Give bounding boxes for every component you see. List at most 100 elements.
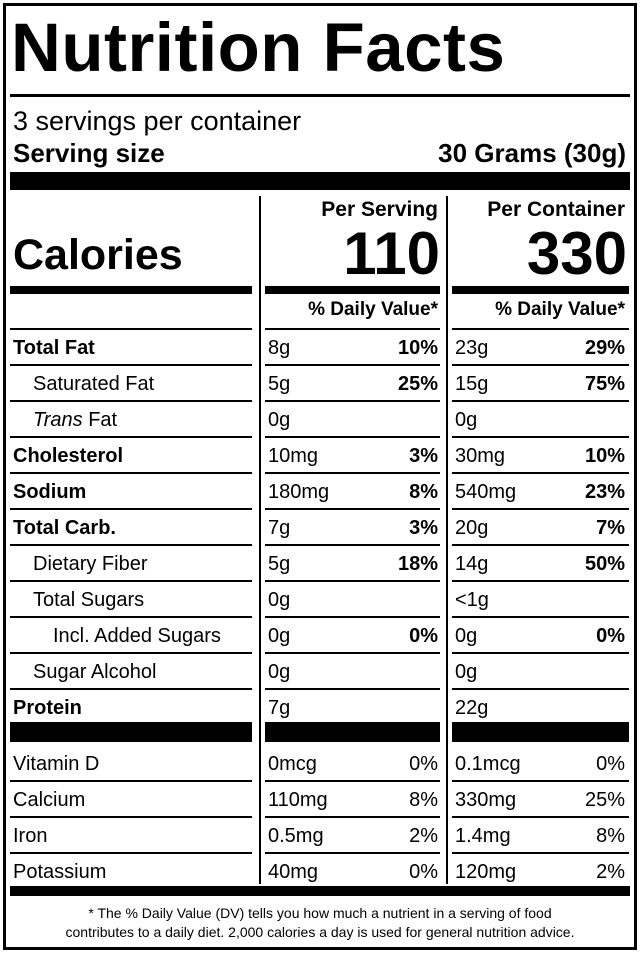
serving-percent: 8% <box>409 789 438 811</box>
container-amount: 0.1mcg <box>455 753 521 775</box>
container-amount: 0g <box>455 625 478 647</box>
row-separator <box>452 852 629 854</box>
vitamin-bar-name-col <box>10 722 252 742</box>
servings-per-container: 3 servings per container <box>13 106 302 136</box>
container-percent: 8% <box>596 825 625 847</box>
container-amount: 22g <box>455 697 489 719</box>
row-separator <box>452 816 629 818</box>
row-separator <box>10 508 252 510</box>
footnote-line-1: * The % Daily Value (DV) tells you how m… <box>88 905 552 921</box>
container-percent: 0% <box>596 625 625 647</box>
column-separator-2 <box>446 196 448 884</box>
row-separator <box>10 616 252 618</box>
serving-amount: 7g <box>268 517 291 539</box>
container-percent: 50% <box>584 553 625 575</box>
nutrient-name-rest: Fat <box>82 409 118 431</box>
nutrient-name: Total Fat <box>13 337 95 359</box>
row-separator <box>10 472 252 474</box>
serving-amount: 0g <box>268 589 291 611</box>
serving-percent: 3% <box>409 445 438 467</box>
container-percent: 29% <box>584 337 625 359</box>
per-container-header: Per Container <box>487 198 625 221</box>
nutrient-name: Total Sugars <box>33 589 145 611</box>
serving-amount: 5g <box>268 553 291 575</box>
row-separator <box>265 580 440 582</box>
row-separator <box>10 544 252 546</box>
vitamin-bar-container-col <box>452 722 629 742</box>
serving-percent: 3% <box>409 517 438 539</box>
row-separator <box>265 436 440 438</box>
divider-thick-bottom <box>10 886 630 896</box>
row-separator <box>452 508 629 510</box>
row-separator <box>10 688 252 690</box>
label-title: Nutrition Facts <box>11 9 506 86</box>
row-separator <box>10 816 252 818</box>
row-separator <box>265 328 440 330</box>
row-separator <box>10 328 252 330</box>
row-separator <box>452 328 629 330</box>
calories-label: Calories <box>13 231 183 279</box>
row-separator <box>452 688 629 690</box>
daily-value-header-container: % Daily Value* <box>495 299 625 320</box>
container-percent: 2% <box>596 861 625 883</box>
serving-amount: 180mg <box>268 481 330 503</box>
container-percent: 10% <box>584 445 625 467</box>
serving-percent: 0% <box>409 625 438 647</box>
divider-thin <box>10 94 630 97</box>
container-amount: 540mg <box>455 481 517 503</box>
row-separator <box>10 400 252 402</box>
serving-amount: 110mg <box>268 789 328 811</box>
container-percent: 7% <box>596 517 625 539</box>
row-separator <box>452 580 629 582</box>
container-amount: 23g <box>455 337 489 359</box>
container-amount: 0g <box>455 409 478 431</box>
row-separator <box>265 816 440 818</box>
row-separator <box>10 652 252 654</box>
vitamin-bar-serving-col <box>265 722 440 742</box>
calories-bar-name-col <box>10 286 252 294</box>
row-separator <box>452 544 629 546</box>
serving-amount: 0.5mg <box>268 825 324 847</box>
container-amount: 30mg <box>455 445 506 467</box>
container-amount: 0g <box>455 661 478 683</box>
row-separator <box>265 508 440 510</box>
container-percent: 75% <box>584 373 625 395</box>
row-separator <box>452 780 629 782</box>
row-separator <box>265 852 440 854</box>
row-separator <box>265 652 440 654</box>
serving-percent: 0% <box>409 861 438 883</box>
footnote-line-2: contributes to a daily diet. 2,000 calor… <box>65 924 575 940</box>
vitamin-name: Calcium <box>13 789 86 811</box>
row-separator <box>452 472 629 474</box>
container-percent: 0% <box>596 753 625 775</box>
row-separator <box>452 652 629 654</box>
nutrient-name-italic: Trans <box>33 409 83 431</box>
row-separator <box>452 400 629 402</box>
serving-percent: 0% <box>409 753 438 775</box>
row-separator <box>265 616 440 618</box>
container-amount: 1.4mg <box>455 825 511 847</box>
nutrient-name: Incl. Added Sugars <box>53 625 221 647</box>
nutrient-name: Sugar Alcohol <box>33 661 157 683</box>
row-separator <box>10 780 252 782</box>
serving-amount: 7g <box>268 697 291 719</box>
vitamin-name: Vitamin D <box>13 753 100 775</box>
nutrient-name: Cholesterol <box>13 445 124 467</box>
vitamin-name: Potassium <box>13 861 107 883</box>
calories-per-container: 330 <box>526 220 627 287</box>
row-separator <box>265 688 440 690</box>
serving-amount: 5g <box>268 373 291 395</box>
serving-percent: 10% <box>397 337 438 359</box>
nutrient-name: Protein <box>13 697 82 719</box>
serving-size-value: 30 Grams (30g) <box>438 138 626 168</box>
serving-amount: 0g <box>268 409 291 431</box>
calories-bar-serving-col <box>265 286 440 294</box>
serving-percent: 18% <box>397 553 438 575</box>
serving-amount: 8g <box>268 337 291 359</box>
row-separator <box>265 400 440 402</box>
row-separator <box>452 616 629 618</box>
serving-amount: 10mg <box>268 445 319 467</box>
row-separator <box>265 364 440 366</box>
vitamin-name: Iron <box>13 825 48 847</box>
container-amount: 330mg <box>455 789 517 811</box>
